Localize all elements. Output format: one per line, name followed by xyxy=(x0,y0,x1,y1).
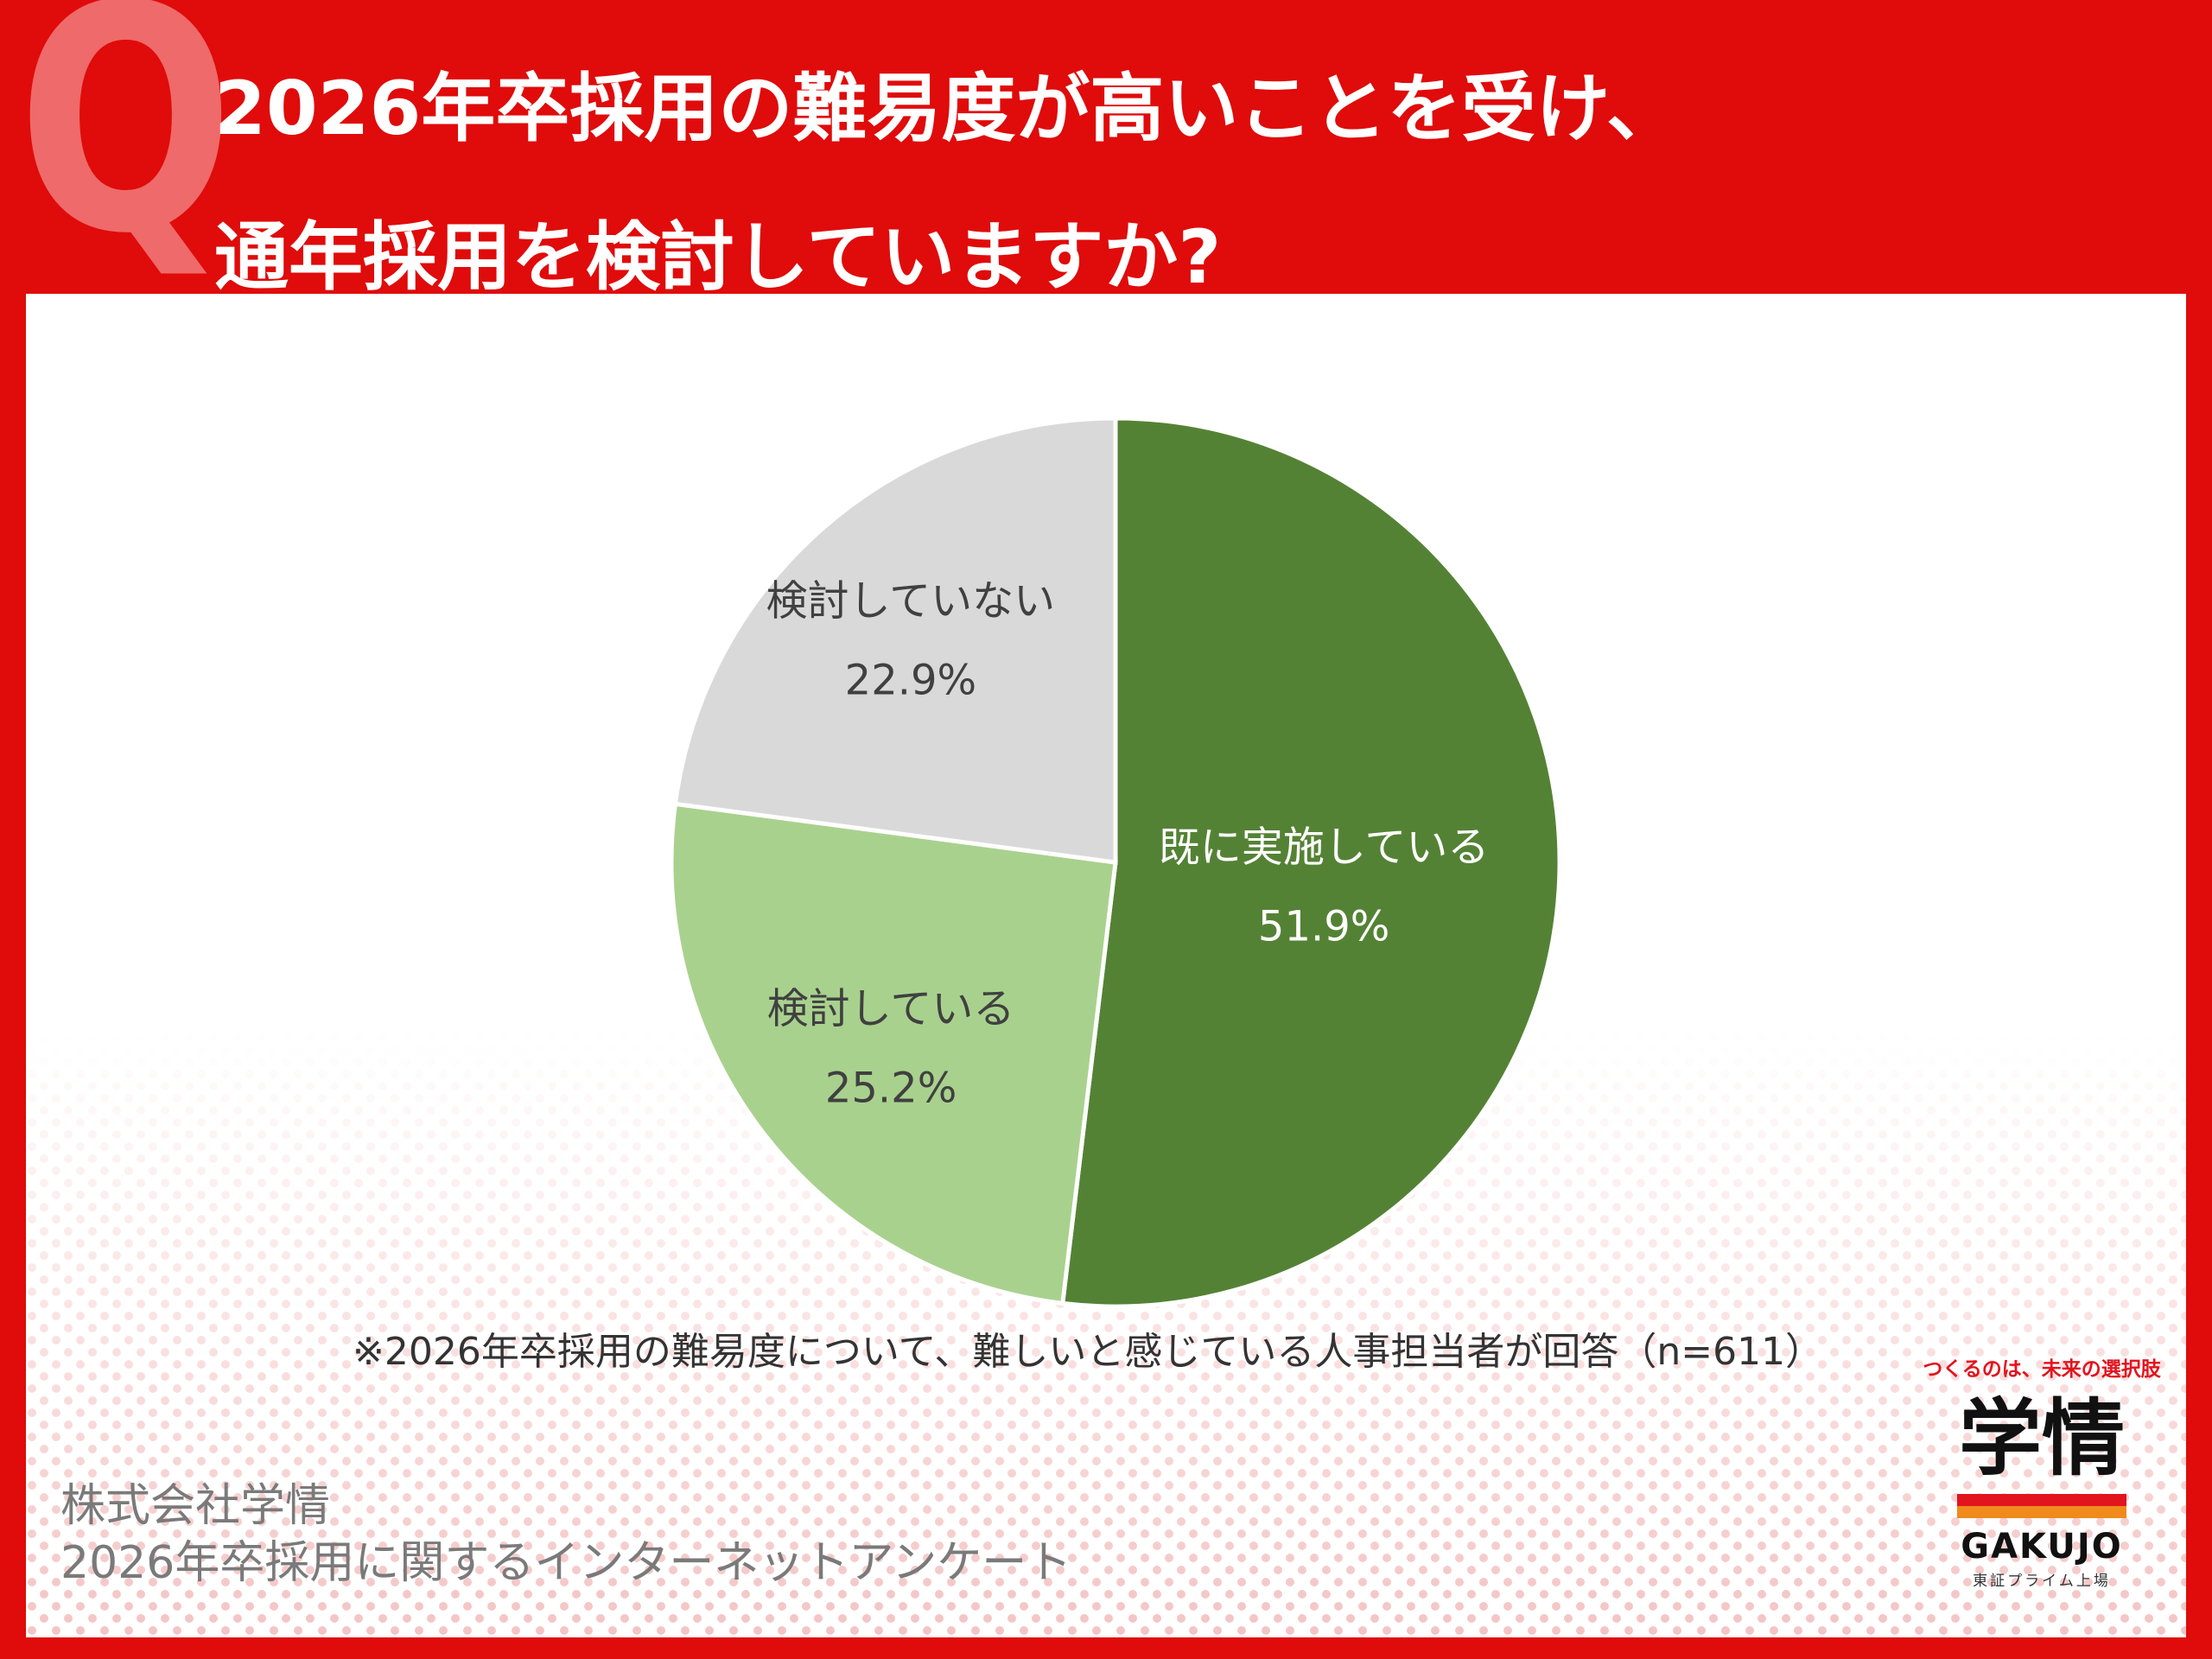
page-title: 2026年卒採用の難易度が高いことを受け、 通年採用を検討していますか? xyxy=(214,35,2158,332)
logo-tagline: つくるのは、未来の選択肢 xyxy=(1923,1358,2161,1381)
slice-category-label: 検討していない xyxy=(766,576,1056,625)
logo-mark: 学情 xyxy=(1959,1390,2125,1487)
chart-panel: 既に実施している 51.9% 検討している 25.2% 検討していない 22.9% ※20… xyxy=(26,294,2186,1637)
logo-subtitle: 東証プライム上場 xyxy=(1973,1573,2111,1590)
logo-name: GAKUJO xyxy=(1961,1527,2123,1567)
chart-note: ※2026年卒採用の難易度について、難しいと感じている人事担当者が回答（n=61… xyxy=(353,1330,1824,1374)
pie-slice-1 xyxy=(669,801,1118,1306)
pie-slice-2 xyxy=(672,416,1118,865)
slice-value-label: 51.9% xyxy=(1258,902,1389,950)
slice-category-label: 検討している xyxy=(767,985,1015,1033)
source-company: 株式会社学情 xyxy=(60,1480,331,1532)
title-line-1: 2026年卒採用の難易度が高いことを受け、 xyxy=(214,66,1681,152)
logo-color-bar xyxy=(1957,1494,2126,1518)
slice-value-label: 25.2% xyxy=(825,1065,957,1113)
pie-slice-0 xyxy=(1059,416,1562,1309)
source-caption: 株式会社学情 2026年卒採用に関するインターネットアンケート xyxy=(60,1478,1071,1592)
slice-value-label: 22.9% xyxy=(845,656,976,704)
source-survey: 2026年卒採用に関するインターネットアンケート xyxy=(60,1537,1072,1589)
q-mark: Q xyxy=(17,0,234,302)
gakujo-logo: つくるのは、未来の選択肢 学情 GAKUJO 東証プライム上場 xyxy=(1899,1352,2184,1620)
slice-category-label: 既に実施している xyxy=(1159,823,1490,871)
title-line-2: 通年採用を検討していますか? xyxy=(214,214,1222,301)
pie-chart: 既に実施している 51.9% 検討している 25.2% 検討していない 22.9% xyxy=(669,416,1562,1309)
